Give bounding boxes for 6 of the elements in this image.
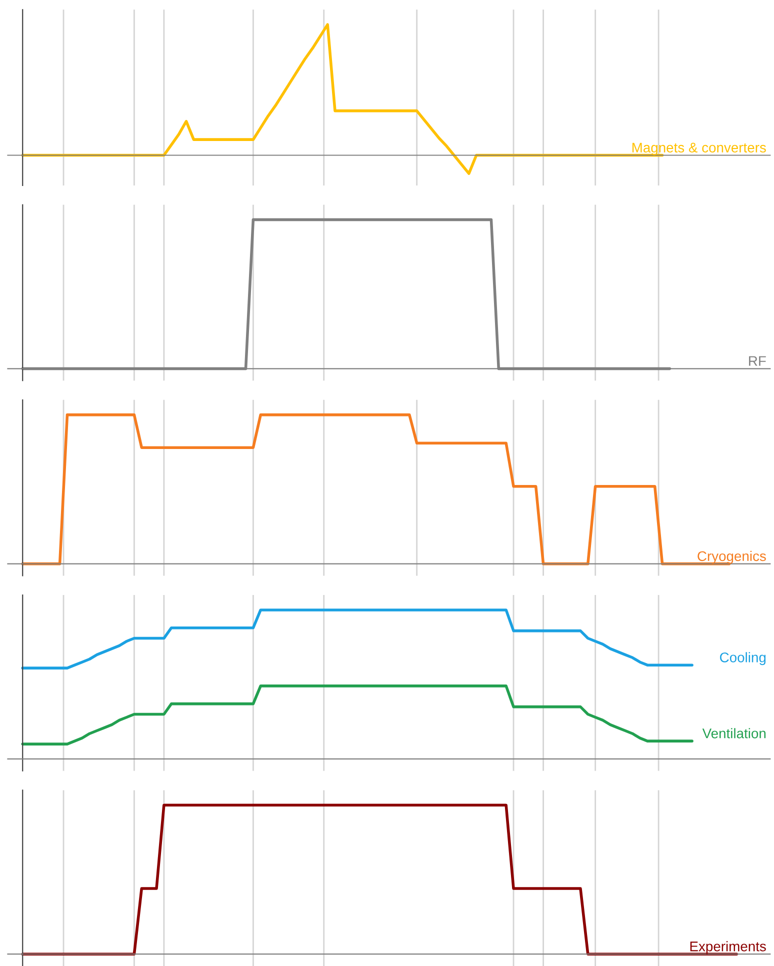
text: RF (749, 356, 766, 366)
series-label: Magnets & converters (632, 142, 766, 156)
series-label: Experiments (690, 941, 766, 954)
series-label: Ventilation (702, 728, 766, 738)
text: Cooling (720, 652, 766, 666)
series-label: Cryogenics (698, 550, 766, 564)
